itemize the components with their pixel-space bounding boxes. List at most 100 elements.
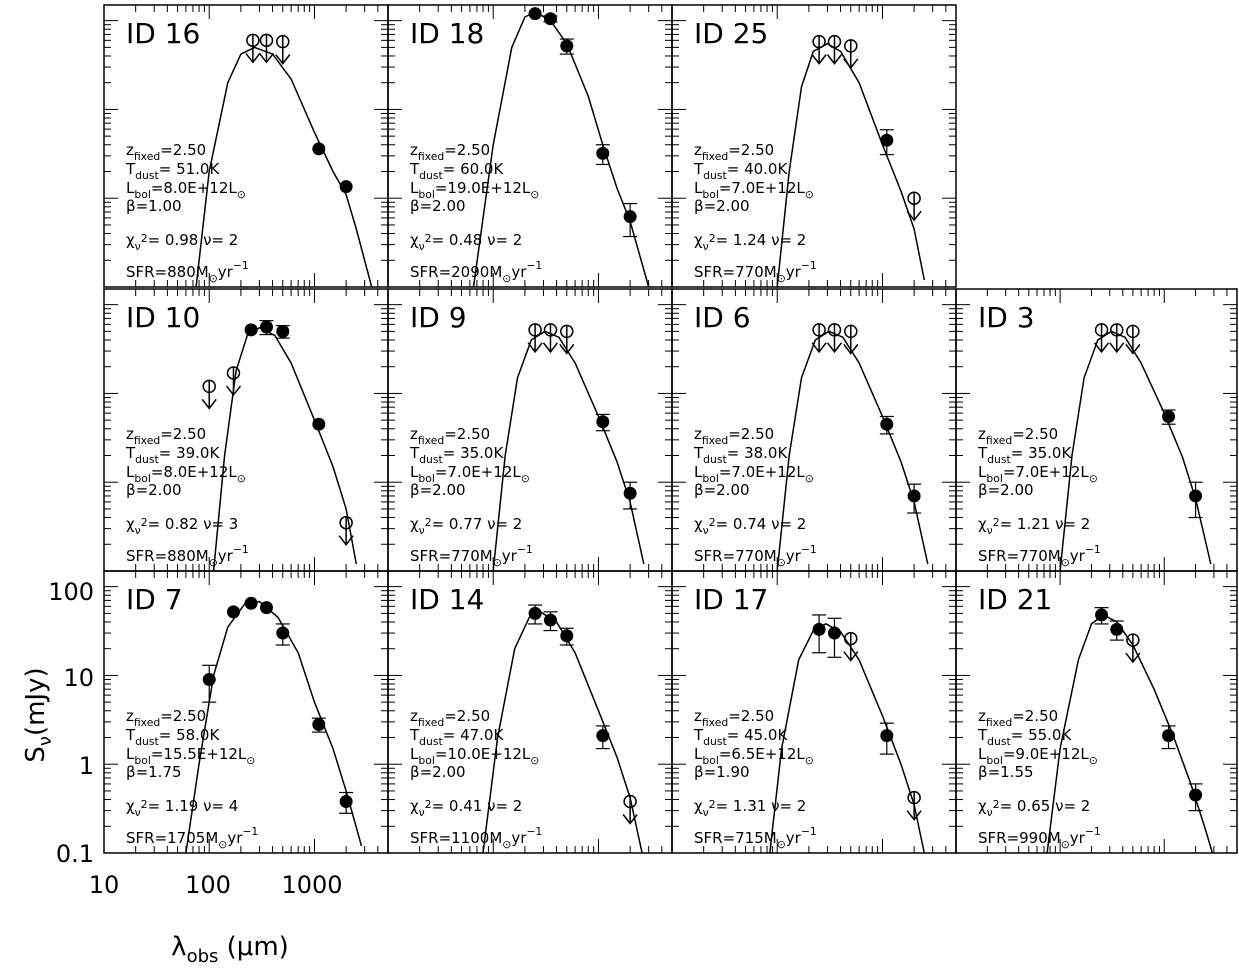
data-point xyxy=(339,180,353,194)
upper-limit-arrow xyxy=(811,54,827,65)
param-chi-square: χν2= 1.21 ν= 2 xyxy=(978,515,1090,537)
param-sfr: SFR=880M⊙yr−1 xyxy=(126,543,249,569)
data-point xyxy=(312,718,326,732)
upper-limit-arrow xyxy=(245,52,261,64)
data-point xyxy=(880,729,894,743)
upper-limit-point xyxy=(1109,323,1125,354)
sed-model-curve xyxy=(195,46,373,287)
param-chi-square: χν2= 0.48 ν= 2 xyxy=(410,231,522,253)
upper-limit-arrow xyxy=(622,814,638,825)
panel-id-label: ID 17 xyxy=(694,583,768,616)
param-dust-temperature: Tdust= 39.0K xyxy=(125,444,220,466)
param-chi-square: χν2= 0.77 ν= 2 xyxy=(410,515,522,537)
upper-limit-arrow xyxy=(258,52,275,64)
param-dust-temperature: Tdust= 60.0K xyxy=(409,160,504,182)
param-beta: β=2.00 xyxy=(410,197,466,215)
upper-limit-arrow xyxy=(559,343,575,355)
param-chi-square: χν2= 0.65 ν= 2 xyxy=(978,797,1090,819)
axis-ticks xyxy=(955,289,1238,572)
upper-limit-point xyxy=(258,33,275,64)
param-luminosity: Lbol=8.0E+12L⊙ xyxy=(126,463,246,485)
param-luminosity: Lbol=10.0E+12L⊙ xyxy=(410,745,539,767)
param-dust-temperature: Tdust= 35.0K xyxy=(977,444,1072,466)
sed-model-curve xyxy=(776,330,929,571)
param-sfr: SFR=770M⊙yr−1 xyxy=(694,259,817,285)
data-point xyxy=(596,146,610,160)
upper-limit-arrow xyxy=(1125,652,1141,664)
param-sfr: SFR=1100M⊙yr−1 xyxy=(410,825,542,851)
param-redshift: zfixed=2.50 xyxy=(694,141,774,163)
param-beta: β=2.00 xyxy=(410,763,466,781)
param-dust-temperature: Tdust= 51.0K xyxy=(125,160,220,182)
upper-limit-point xyxy=(1125,324,1141,355)
upper-limit-point xyxy=(245,33,261,64)
upper-limit-arrow xyxy=(906,210,922,222)
param-luminosity: Lbol=15.5E+12L⊙ xyxy=(126,745,255,767)
data-point xyxy=(244,323,258,337)
x-axis-tick-labels: 10 100 1000 xyxy=(89,871,343,899)
param-sfr: SFR=715M⊙yr−1 xyxy=(694,825,817,851)
upper-limit-point xyxy=(906,790,922,821)
upper-limit-point xyxy=(811,323,827,354)
param-dust-temperature: Tdust= 55.0K xyxy=(977,726,1072,748)
panel-id-label: ID 16 xyxy=(126,17,200,50)
data-point xyxy=(1162,409,1176,423)
param-redshift: zfixed=2.50 xyxy=(978,707,1058,729)
param-sfr: SFR=1705M⊙yr−1 xyxy=(126,825,258,851)
param-chi-square: χν2= 0.98 ν= 2 xyxy=(126,231,238,253)
param-beta: β=1.00 xyxy=(126,197,182,215)
y-tick-label: 100 xyxy=(48,578,94,606)
y-axis-tick-labels: 100 10 1 0.1 xyxy=(48,578,94,868)
panel-id-label: ID 10 xyxy=(126,301,200,334)
param-redshift: zfixed=2.50 xyxy=(410,141,490,163)
data-point xyxy=(312,417,326,431)
param-chi-square: χν2= 1.31 ν= 2 xyxy=(694,797,806,819)
sed-model-curve xyxy=(769,623,926,853)
param-dust-temperature: Tdust= 58.0K xyxy=(125,726,220,748)
param-chi-square: χν2= 1.24 ν= 2 xyxy=(694,231,806,253)
param-sfr: SFR=2090M⊙yr−1 xyxy=(410,259,542,285)
axis-ticks xyxy=(387,289,673,572)
param-dust-temperature: Tdust= 47.0K xyxy=(409,726,504,748)
data-point xyxy=(1110,622,1124,636)
param-luminosity: Lbol=6.5E+12L⊙ xyxy=(694,745,814,767)
data-point xyxy=(276,626,290,640)
upper-limit-arrow xyxy=(843,58,859,70)
axis-ticks xyxy=(671,571,957,854)
upper-limit-arrow xyxy=(811,342,827,354)
data-point xyxy=(1189,489,1203,503)
upper-limit-point xyxy=(843,324,859,355)
param-luminosity: Lbol=7.0E+12L⊙ xyxy=(694,179,814,201)
param-luminosity: Lbol=7.0E+12L⊙ xyxy=(694,463,814,485)
param-redshift: zfixed=2.50 xyxy=(126,707,206,729)
upper-limit-arrow xyxy=(1093,342,1110,354)
data-point xyxy=(244,596,258,610)
y-tick-label: 10 xyxy=(63,664,94,692)
axis-ticks xyxy=(671,5,957,288)
upper-limit-point xyxy=(1125,633,1141,664)
upper-limit-arrow xyxy=(843,343,859,355)
axis-ticks xyxy=(387,5,673,288)
upper-limit-point xyxy=(906,191,922,222)
sed-model-curve xyxy=(492,330,645,571)
data-point xyxy=(623,486,637,500)
param-luminosity: Lbol=9.0E+12L⊙ xyxy=(978,745,1098,767)
param-luminosity: Lbol=8.0E+12L⊙ xyxy=(126,179,246,201)
panel-id-label: ID 25 xyxy=(694,17,768,50)
param-redshift: zfixed=2.50 xyxy=(410,425,490,447)
param-chi-square: χν2= 0.74 ν= 2 xyxy=(694,515,806,537)
upper-limit-arrow xyxy=(826,54,843,65)
data-point xyxy=(259,601,273,615)
upper-limit-point xyxy=(622,794,638,825)
upper-limit-point xyxy=(225,366,242,397)
upper-limit-point xyxy=(1093,323,1110,354)
param-chi-square: χν2= 0.41 ν= 2 xyxy=(410,797,522,819)
data-point xyxy=(596,415,610,429)
data-point xyxy=(1162,729,1176,743)
